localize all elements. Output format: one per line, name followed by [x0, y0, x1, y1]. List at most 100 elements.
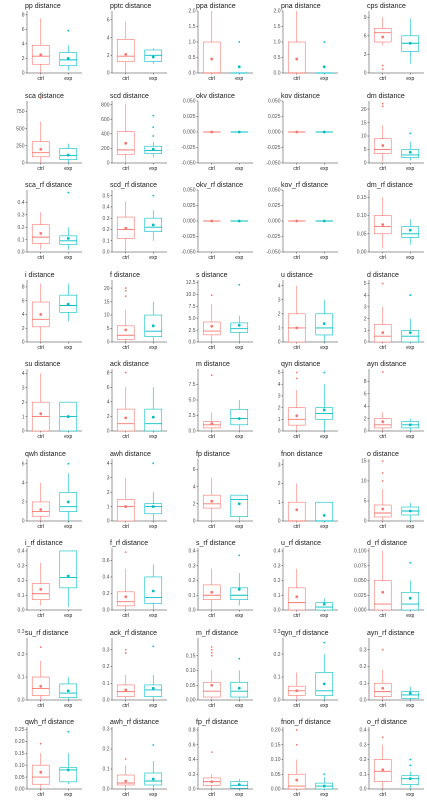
y-tick-label: -0.050 [181, 250, 195, 256]
mean-point [238, 417, 241, 420]
box-ctrl [118, 758, 135, 789]
x-tick-label: exp [150, 703, 158, 709]
y-tick-label: 0.2 [103, 227, 110, 233]
x-tick-label: ctrl [37, 255, 44, 261]
mean-point [296, 595, 299, 598]
box-exp [316, 41, 333, 73]
box-ctrl [288, 569, 305, 610]
panel-title: pptc distance [110, 3, 151, 10]
y-tick-label: 6 [22, 298, 25, 304]
y-tick-label: 0.2 [188, 578, 195, 584]
y-tick-label: 0.4 [18, 549, 25, 555]
y-tick-label: 0.0 [188, 71, 195, 77]
panel-svg: fnon_rf distance0.000.050.100.150.20ctrl… [256, 716, 341, 806]
mean-point [39, 588, 42, 591]
y-tick-label: -0.025 [267, 145, 281, 151]
y-tick-label: 200 [102, 146, 111, 152]
iqr-box [231, 682, 248, 697]
y-tick-label: 0.0 [274, 71, 281, 77]
x-tick-label: exp [406, 613, 414, 619]
y-tick-label: 0.2 [359, 757, 366, 763]
box-ctrl [32, 97, 49, 163]
x-tick-label: ctrl [294, 255, 301, 261]
iqr-box [32, 583, 49, 599]
x-tick-label: ctrl [294, 166, 301, 172]
y-tick-label: -0.050 [181, 160, 195, 166]
mean-point [125, 141, 128, 144]
y-tick-label: 0.0 [103, 787, 110, 793]
iqr-box [374, 683, 391, 696]
box-exp [231, 779, 248, 789]
y-tick-label: 0.05 [186, 682, 196, 688]
panel-title: kov distance [281, 93, 320, 100]
box-ctrl [203, 130, 220, 133]
y-tick-label: 0.2 [18, 578, 25, 584]
box-exp [401, 219, 418, 245]
box-ctrl [374, 197, 391, 248]
x-tick-label: exp [235, 524, 243, 530]
box-ctrl [203, 477, 220, 520]
box-exp [231, 130, 248, 133]
x-tick-label: exp [64, 434, 72, 440]
y-tick-label: 0.15 [15, 751, 25, 757]
mean-point [210, 422, 213, 425]
outlier-point [211, 648, 213, 650]
x-tick-label: ctrl [379, 524, 386, 530]
x-tick-label: ctrl [123, 703, 130, 709]
iqr-box [401, 776, 418, 785]
iqr-box [401, 226, 418, 237]
box-exp [316, 641, 333, 699]
mean-point [125, 53, 128, 56]
y-tick-label: 0.025 [268, 114, 281, 120]
x-tick-label: ctrl [294, 792, 301, 798]
iqr-box [288, 42, 305, 73]
outlier-point [409, 562, 411, 564]
x-tick-label: ctrl [123, 76, 130, 82]
panel-title: sca distance [25, 93, 64, 100]
y-tick-label: 0.0 [103, 697, 110, 703]
mean-point [210, 58, 213, 61]
box-exp [60, 677, 77, 700]
y-tick-label: 6 [22, 27, 25, 33]
box-exp [60, 192, 77, 250]
mean-point [152, 686, 155, 689]
outlier-point [211, 374, 213, 376]
mean-point [67, 153, 70, 156]
y-tick-label: 0 [278, 429, 281, 435]
x-tick-label: exp [235, 703, 243, 709]
x-tick-label: exp [64, 703, 72, 709]
mean-point [39, 684, 42, 687]
mean-point [67, 500, 70, 503]
y-tick-label: 2.0 [188, 9, 195, 15]
y-tick-label: 0.025 [268, 203, 281, 209]
box-exp [60, 462, 77, 520]
x-tick-label: exp [406, 255, 414, 261]
outlier-point [125, 758, 127, 760]
iqr-box [60, 551, 77, 588]
box-ctrl [118, 648, 135, 699]
panel-svg: d_rf distance0.0000.0250.0500.0750.100ct… [342, 537, 427, 627]
y-tick-label: 10 [361, 478, 367, 484]
outlier-point [381, 105, 383, 107]
mean-point [39, 412, 42, 415]
x-tick-label: exp [64, 613, 72, 619]
y-tick-label: 0.15 [271, 742, 281, 748]
x-tick-label: ctrl [294, 613, 301, 619]
outlier-point [125, 289, 127, 291]
y-tick-label: 0.000 [183, 129, 196, 135]
panel-title: scd_rf distance [110, 182, 157, 189]
outlier-point [125, 287, 127, 289]
y-tick-label: 500 [16, 126, 25, 132]
x-tick-label: exp [406, 524, 414, 530]
